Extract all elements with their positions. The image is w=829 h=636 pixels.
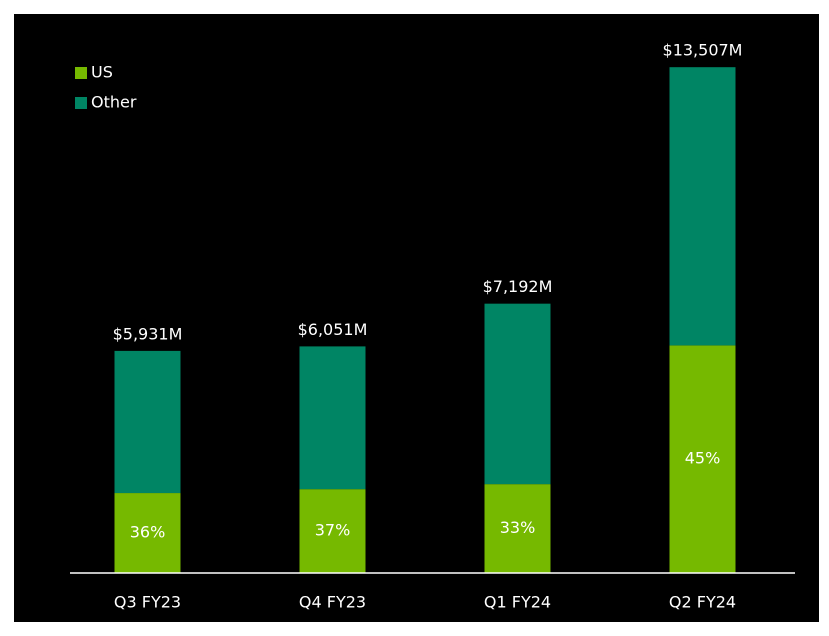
total-label: $6,051M — [298, 320, 368, 339]
bar-segment — [114, 350, 181, 494]
x-tick-label: Q1 FY24 — [484, 593, 551, 612]
x-tick-label: Q4 FY23 — [299, 593, 366, 612]
x-tick-label: Q3 FY23 — [114, 593, 181, 612]
bar-segment — [669, 67, 736, 346]
bar-segment — [299, 489, 366, 573]
total-label: $5,931M — [113, 324, 183, 343]
bar-segment — [669, 345, 736, 573]
bar-segment — [299, 346, 366, 490]
legend-swatch — [75, 97, 87, 109]
bar-segment — [114, 493, 181, 573]
x-tick-label: Q2 FY24 — [669, 593, 736, 612]
share-label: 37% — [315, 521, 351, 540]
total-label: $13,507M — [663, 41, 743, 60]
bar-segment — [484, 484, 551, 573]
share-label: 33% — [500, 518, 536, 537]
total-label: $7,192M — [483, 277, 553, 296]
legend-label: US — [91, 63, 113, 82]
legend-swatch — [75, 67, 87, 79]
legend-label: Other — [91, 93, 137, 112]
share-label: 45% — [685, 449, 721, 468]
share-label: 36% — [130, 523, 166, 542]
bar-segment — [484, 303, 551, 485]
